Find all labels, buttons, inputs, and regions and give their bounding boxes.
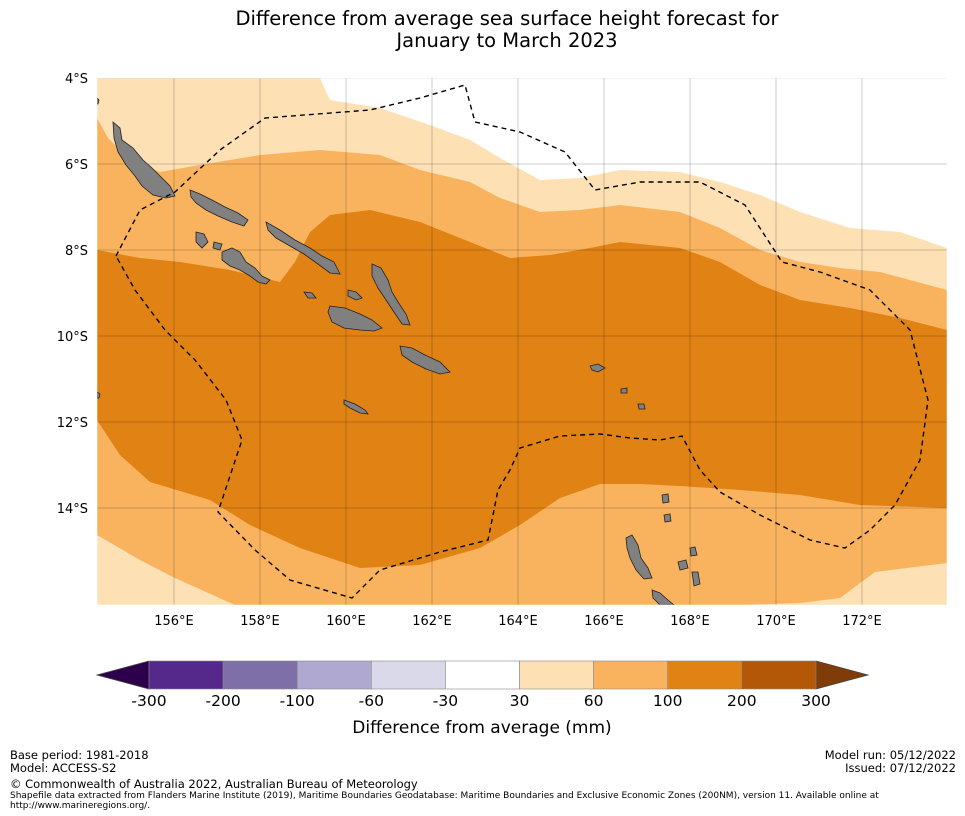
colorbar-segment [370, 660, 446, 690]
island-guadalcanal [327, 305, 383, 332]
eez-boundary [115, 84, 929, 599]
colorbar-tick: -100 [280, 692, 315, 710]
island-malaita [371, 263, 411, 326]
colorbar-segment [519, 660, 594, 690]
island-ranongga [212, 241, 223, 251]
band-30-60-sw [97, 535, 235, 605]
island-pentecost [691, 571, 701, 587]
island-choiseul [189, 189, 249, 227]
chart-title-line1: Difference from average sea surface heig… [235, 7, 779, 30]
island-west-edge-2 [97, 391, 101, 399]
lon-tick: 164°E [498, 614, 538, 629]
island-nggela [347, 289, 363, 301]
lat-tick: 8°S [65, 244, 88, 259]
model-name: Model: ACCESS-S2 [10, 761, 117, 775]
lat-tick: 10°S [57, 330, 88, 345]
island-vanua-lava [663, 513, 672, 523]
map-area [97, 78, 947, 605]
colorbar-tick: -200 [206, 692, 241, 710]
lon-ticks: 156°E 158°E 160°E 162°E 164°E 166°E 168°… [154, 614, 882, 629]
colorbar: -300 -200 -100 -60 -30 30 60 100 200 300… [95, 660, 870, 738]
island-nendo [589, 363, 606, 373]
shapefile-credit-line2: http://www.marineregions.org/. [10, 801, 151, 811]
island-santa-isabel [265, 221, 341, 275]
copyright: © Commonwealth of Australia 2022, Austra… [10, 777, 418, 791]
islands [97, 97, 701, 605]
map-frame [96, 77, 948, 606]
island-west-edge [97, 97, 100, 105]
chart-title: Difference from average sea surface heig… [0, 8, 965, 52]
gridlines [97, 78, 947, 605]
lon-tick: 160°E [326, 614, 366, 629]
lat-ticks: 4°S 6°S 8°S 10°S 12°S 14°S [57, 72, 88, 517]
island-ureparapara [661, 493, 670, 504]
colorbar-segments [148, 660, 817, 690]
shapefile-credit-line1: Shapefile data extracted from Flanders M… [10, 791, 879, 801]
island-ambae [677, 559, 689, 571]
colorbar-title: Difference from average (mm) [352, 718, 611, 738]
lat-tick: 12°S [57, 416, 88, 431]
colorbar-tick: -30 [433, 692, 458, 710]
colorbar-extend-low [95, 660, 150, 690]
band-30-60-se [740, 563, 947, 605]
colorbar-tick: -300 [131, 692, 166, 710]
lon-tick: 168°E [670, 614, 710, 629]
lat-tick: 6°S [65, 158, 88, 173]
colorbar-segment [667, 660, 743, 690]
lon-tick: 158°E [240, 614, 280, 629]
colorbar-extend-high [815, 660, 870, 690]
band-100-200 [97, 210, 947, 568]
shapefile-credit: Shapefile data extracted from Flanders M… [10, 791, 955, 811]
colorbar-tick: 30 [510, 692, 530, 710]
island-bougainville [112, 121, 176, 199]
colorbar-segment [445, 660, 520, 690]
lon-tick: 162°E [412, 614, 452, 629]
island-vella-lavella [195, 231, 209, 249]
lon-tick: 170°E [756, 614, 796, 629]
colorbar-tick: 60 [584, 692, 604, 710]
island-tikopia [637, 403, 646, 410]
colorbar-ticks: -300 -200 -100 -60 -30 30 60 100 200 300 [131, 692, 830, 710]
colorbar-tick: 200 [727, 692, 757, 710]
issued-date: Issued: 07/12/2022 [845, 761, 956, 775]
model-run: Model run: 05/12/2022 [824, 748, 956, 762]
island-maewo [689, 546, 698, 557]
island-makira [399, 345, 451, 375]
island-new-georgia [221, 247, 271, 285]
colorbar-segment [593, 660, 668, 690]
colorbar-segment [296, 660, 372, 690]
colorbar-segment [222, 660, 298, 690]
lon-tick: 166°E [584, 614, 624, 629]
colorbar-tick: 100 [653, 692, 683, 710]
island-rennell [343, 399, 369, 415]
lat-tick: 14°S [57, 502, 88, 517]
lon-tick: 156°E [154, 614, 194, 629]
lat-tick: 4°S [65, 72, 88, 87]
island-espiritu-santo [625, 534, 653, 580]
colorbar-tick: 300 [801, 692, 831, 710]
chart-title-line2: January to March 2023 [396, 29, 618, 52]
colorbar-segment [148, 660, 224, 690]
island-vanikoro [620, 387, 628, 394]
base-period: Base period: 1981-2018 [10, 748, 149, 762]
island-malekula [651, 589, 675, 605]
lon-tick: 172°E [842, 614, 882, 629]
colorbar-segment [741, 660, 817, 690]
island-russell [303, 291, 317, 299]
colorbar-tick: -60 [359, 692, 384, 710]
